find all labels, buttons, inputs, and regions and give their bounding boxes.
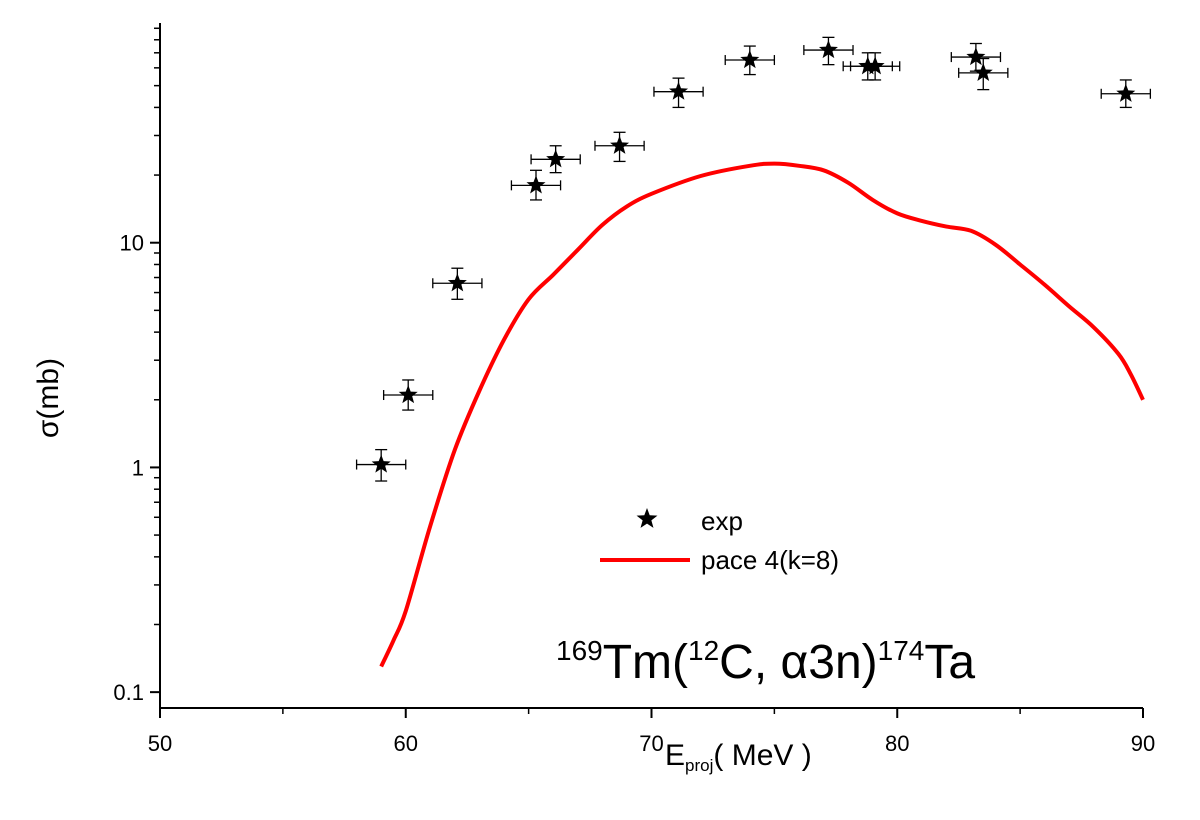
reaction-part-1: Tm( [603, 636, 688, 689]
y-tick-label: 0.1 [113, 680, 144, 705]
x-axis-label: Eproj( MeV ) [665, 739, 812, 775]
data-point [724, 45, 776, 76]
star-marker [973, 62, 993, 81]
star-marker [966, 47, 986, 66]
star-marker [1116, 83, 1136, 102]
experimental-points-layer [355, 36, 1152, 482]
reaction-part-2: 12 [688, 635, 719, 666]
star-marker [447, 273, 467, 292]
legend: exp pace 4(k=8) [600, 506, 839, 575]
y-axis-label: σ(mb) [32, 358, 65, 438]
x-tick-label: 80 [885, 731, 909, 756]
star-marker [740, 50, 760, 69]
data-point [803, 36, 854, 66]
data-point [530, 145, 581, 174]
data-point [594, 131, 645, 163]
theory-curve-layer [379, 161, 1145, 668]
x-tick-label: 50 [148, 731, 172, 756]
star-marker [371, 454, 391, 473]
data-point [355, 448, 407, 482]
star-marker [398, 385, 418, 404]
star-marker [858, 56, 878, 75]
data-point [653, 77, 704, 109]
star-marker [546, 149, 566, 168]
reaction-part-4: 174 [878, 635, 925, 666]
data-point [510, 169, 562, 201]
reaction-part-0: 169 [556, 635, 603, 666]
reaction-part-3: C, α3n) [719, 636, 877, 689]
data-point [1100, 79, 1152, 109]
star-marker [818, 40, 838, 59]
data-point [432, 267, 483, 300]
star-marker [669, 81, 689, 100]
x-tick-label: 90 [1131, 731, 1155, 756]
y-tick-label: 10 [120, 231, 144, 256]
data-point [849, 52, 901, 81]
x-axis-label-rest: ( MeV ) [713, 739, 811, 772]
x-tick-label: 70 [639, 731, 663, 756]
pace4-curve [379, 161, 1145, 668]
legend-label-pace: pace 4(k=8) [701, 545, 839, 575]
y-tick-label: 1 [132, 455, 144, 480]
x-axis-label-sub: proj [685, 756, 713, 775]
legend-star-icon [636, 508, 658, 528]
data-point [958, 57, 1009, 91]
x-axis-label-main: E [665, 739, 685, 772]
data-point [950, 42, 1002, 72]
reaction-part-5: Ta [924, 636, 975, 689]
star-marker [610, 135, 630, 154]
axes: 50 60 70 80 90 0.1 1 10 [113, 23, 1155, 756]
reaction-annotation: 169Tm(12C, α3n)174Ta [556, 635, 975, 689]
star-marker [526, 175, 546, 194]
data-point [382, 379, 434, 411]
x-tick-label: 60 [394, 731, 418, 756]
star-marker [865, 56, 885, 75]
legend-label-exp: exp [701, 506, 743, 536]
